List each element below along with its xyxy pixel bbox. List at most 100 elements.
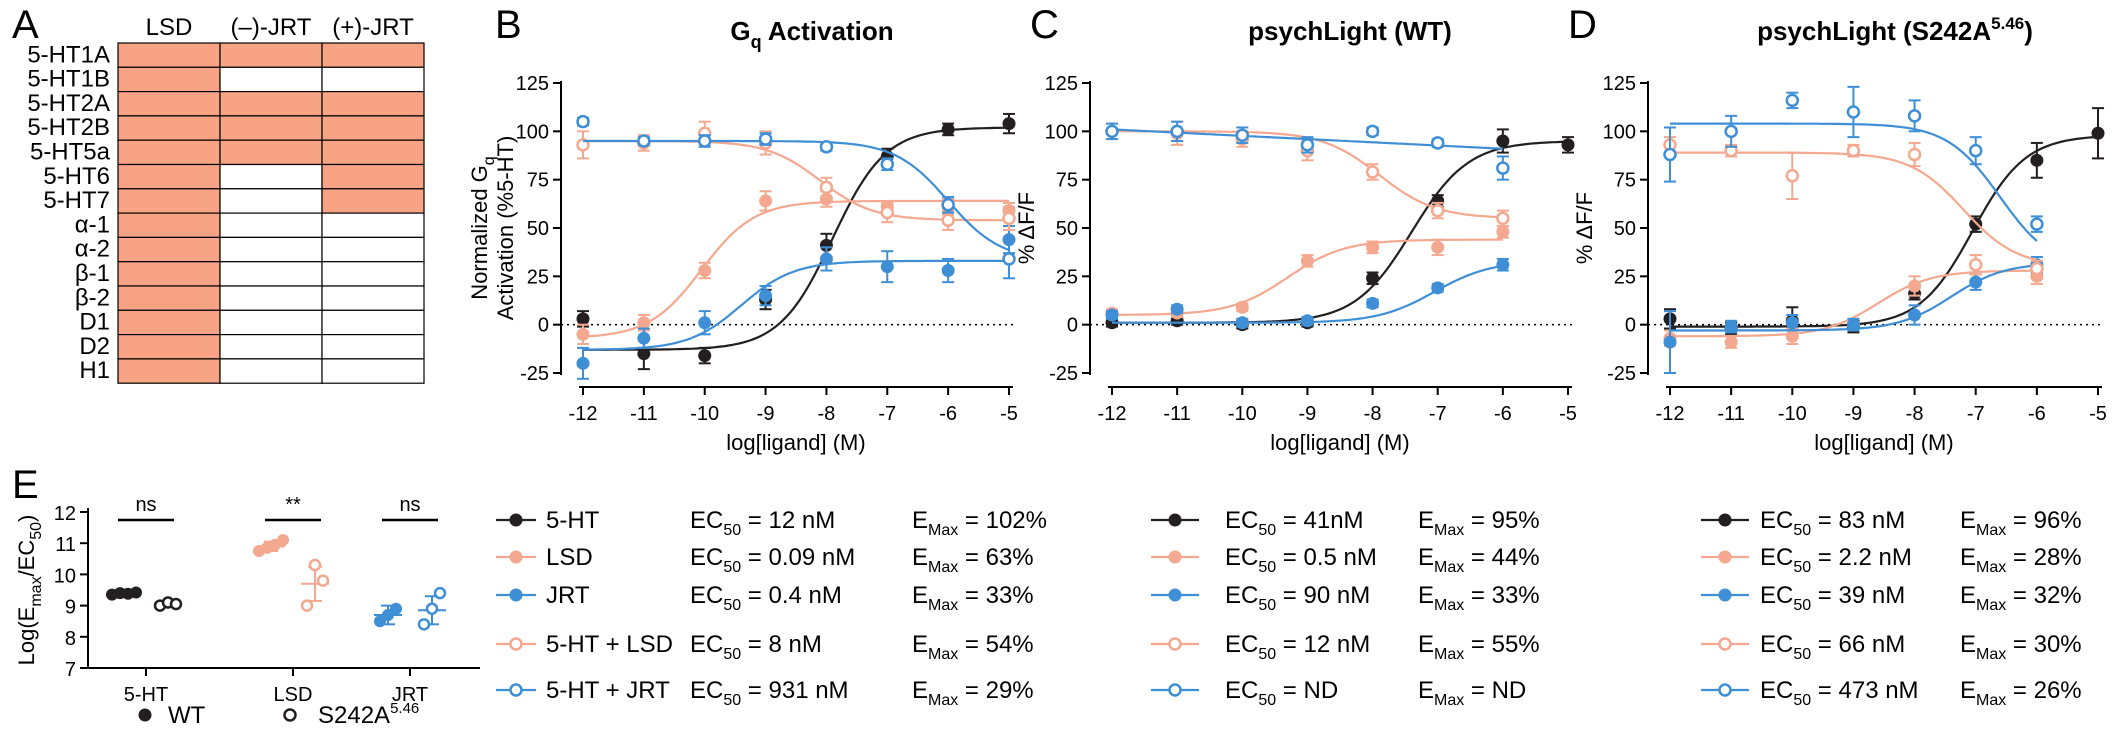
data-point — [1496, 225, 1510, 239]
table-row-label: β-1 — [75, 260, 110, 287]
legend-marker — [138, 708, 152, 722]
series-jrt — [1105, 257, 1510, 330]
text-part: 50 — [1793, 692, 1811, 709]
y-tick-label: 75 — [1614, 170, 1636, 192]
text-part: = 473 nM — [1811, 677, 1918, 704]
data-point — [1846, 318, 1860, 332]
data-point — [425, 602, 439, 615]
fit-curve — [1670, 135, 2099, 328]
text-part: E — [912, 631, 928, 658]
chart-title: Gq Activation — [730, 16, 893, 52]
text-part: E — [912, 677, 928, 704]
data-point — [1561, 138, 1575, 152]
y-tick-label: 0 — [1067, 315, 1078, 337]
data-point — [1366, 271, 1380, 285]
text-part: EC — [1760, 544, 1793, 571]
table-cell — [117, 66, 221, 93]
scatter-legend: WT S242A5.46 — [138, 700, 419, 729]
text-part: = 26% — [2006, 677, 2081, 704]
y-tick-label: 50 — [1056, 218, 1078, 240]
table-cell — [219, 42, 323, 68]
text-part: 50 — [723, 646, 741, 663]
legend-label: WT — [168, 702, 206, 729]
y-axis-label: Normalized Gq — [467, 156, 498, 299]
text-part: 5.46 — [390, 700, 419, 717]
table-cell — [219, 66, 323, 93]
table-cell — [117, 309, 221, 336]
emax-value: EMax = ND — [1418, 677, 1526, 709]
data-point — [2030, 217, 2044, 231]
panel-label-E: E — [12, 463, 39, 507]
x-tick-label: -10 — [1778, 403, 1807, 425]
text-part: 50 — [1258, 646, 1276, 663]
ec-table-2: EC50 = 41nM EMax = 95%EC50 = 0.5 nM EMax =… — [1151, 507, 1540, 709]
table-cell — [117, 163, 221, 190]
table-cell — [219, 115, 323, 141]
emax-value: EMax = 95% — [1418, 507, 1540, 539]
data-point — [1431, 281, 1445, 295]
text-part: Max — [1976, 522, 2006, 539]
table-cell — [219, 261, 323, 287]
data-point — [637, 134, 651, 148]
fit-curve — [583, 126, 1010, 351]
table-cell — [117, 42, 221, 68]
text-part: = ND — [1464, 677, 1526, 704]
text-part: = 32% — [2006, 582, 2081, 609]
table-cell — [219, 90, 323, 117]
emax-value: EMax = 26% — [1960, 677, 2082, 709]
legend-marker — [1168, 513, 1182, 527]
ec50-value: EC50 = 931 nM — [690, 677, 849, 709]
table-row-label: 5-HT7 — [43, 187, 110, 214]
text-part: = 8 nM — [741, 631, 822, 658]
table-cell — [219, 358, 323, 384]
data-point — [576, 138, 590, 152]
ec50-value: EC50 = 41nM — [1225, 507, 1364, 539]
series-5-ht-lsd — [1663, 136, 2044, 278]
series-5-ht-jrt — [576, 114, 1016, 280]
x-tick-label: -6 — [939, 403, 957, 425]
ec50-value: EC50 = 12 nM — [1225, 631, 1370, 663]
ec50-value: EC50 = 0.09 nM — [690, 544, 855, 576]
table-cell — [321, 212, 425, 239]
data-point — [1235, 316, 1249, 330]
data-point — [1366, 240, 1380, 254]
text-part: 50 — [1793, 559, 1811, 576]
group-5-ht-wt — [106, 586, 142, 601]
data-point — [1496, 258, 1510, 272]
text-part: 50 — [723, 597, 741, 614]
text-part: = 931 nM — [741, 677, 848, 704]
data-point — [2091, 126, 2105, 140]
table-row-label: H1 — [79, 357, 110, 384]
emax-value: EMax = 44% — [1418, 544, 1540, 576]
series-lsd — [1663, 254, 2044, 349]
text-part: 50 — [1793, 597, 1811, 614]
table-cell — [321, 309, 425, 336]
text-part: 50 — [1258, 522, 1276, 539]
table-cell — [321, 42, 425, 68]
panel-label-D: D — [1568, 3, 1597, 47]
data-point — [880, 157, 895, 171]
data-point — [1846, 105, 1861, 119]
series-5-ht-jrt — [1105, 120, 1510, 181]
data-point — [1785, 93, 1800, 108]
x-tick-label: LSD — [274, 684, 313, 706]
legend-label: S242A5.46 — [318, 700, 419, 729]
table-cell — [321, 236, 425, 263]
text-part: q — [751, 32, 762, 52]
x-tick-label: -6 — [1494, 403, 1512, 425]
y-tick-label: 50 — [1614, 218, 1636, 240]
text-part: E — [1418, 677, 1434, 704]
data-point — [1496, 211, 1510, 226]
text-part: = 102% — [958, 507, 1047, 534]
text-part: = 33% — [958, 582, 1033, 609]
x-tick-label: -12 — [1098, 403, 1127, 425]
y-tick-label: 50 — [527, 218, 549, 240]
y-tick-label: 125 — [516, 73, 549, 95]
text-part: S242A — [318, 702, 390, 729]
emax-value: EMax = 55% — [1418, 631, 1540, 663]
data-point — [277, 534, 289, 547]
significance-label: ** — [285, 494, 301, 516]
table-cell — [321, 115, 425, 141]
text-part: 50 — [723, 522, 741, 539]
text-part: /EC — [14, 540, 39, 577]
